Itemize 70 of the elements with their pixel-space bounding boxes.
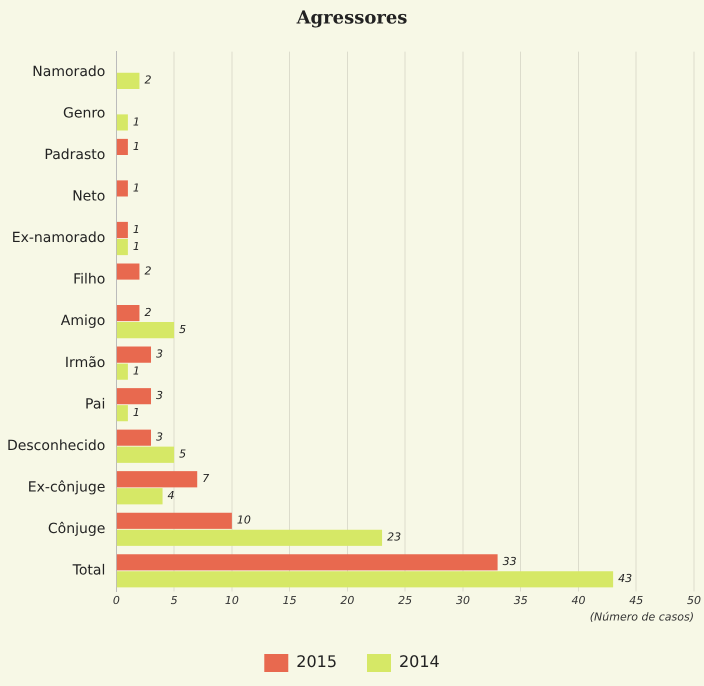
data-label: 3	[156, 347, 164, 360]
data-label: 23	[387, 530, 402, 544]
x-tick-label: 20	[340, 594, 354, 608]
bar	[116, 322, 174, 338]
bar	[116, 114, 128, 131]
data-label: 2	[144, 264, 152, 278]
bar	[116, 554, 498, 570]
data-label: 1	[132, 222, 140, 236]
bar	[116, 512, 232, 529]
data-label: 2	[144, 306, 152, 319]
data-label: 3	[156, 389, 164, 402]
legend-label: 2014	[399, 652, 440, 672]
data-label: 1	[132, 181, 140, 194]
y-tick-label: Desconhecido	[6, 438, 106, 454]
data-label: 1	[132, 115, 140, 128]
x-tick-label: 45	[629, 594, 644, 608]
data-label: 4	[168, 489, 175, 502]
y-tick-label: Filho	[73, 272, 106, 288]
data-label: 10	[236, 514, 251, 527]
bar	[116, 405, 128, 422]
y-tick-label: Cônjuge	[48, 520, 106, 537]
bar	[116, 446, 174, 463]
bar	[116, 222, 128, 238]
bar	[116, 138, 128, 156]
y-tick-label: Neto	[72, 188, 106, 205]
data-label: 1	[132, 406, 140, 420]
y-tick-label: Irmão	[64, 354, 106, 371]
bar	[116, 471, 198, 488]
x-tick-label: 25	[398, 594, 412, 608]
bar	[116, 530, 382, 546]
y-tick-label: Ex-namorado	[12, 230, 106, 246]
bar	[116, 571, 614, 588]
y-tick-label: Ex-cônjuge	[28, 479, 106, 496]
bar	[116, 388, 152, 404]
bar	[116, 263, 140, 280]
x-tick-label: 50	[687, 594, 701, 608]
y-tick-label: Total	[72, 562, 106, 578]
bar	[116, 238, 128, 256]
bar	[116, 488, 163, 504]
data-label: 33	[502, 555, 517, 568]
y-tick-label: Padrasto	[44, 147, 106, 164]
data-label: 3	[156, 430, 164, 444]
data-label: 43	[618, 572, 632, 586]
x-tick-label: 30	[456, 594, 470, 608]
data-label: 1	[132, 364, 140, 378]
x-tick-label: 5	[170, 594, 178, 608]
x-tick-label: 35	[514, 594, 528, 608]
chart-title: Agressores	[296, 7, 408, 28]
y-tick-label: Amigo	[60, 313, 106, 330]
bar	[116, 364, 128, 380]
data-label: 1	[132, 140, 140, 153]
y-tick-label: Namorado	[32, 64, 106, 80]
y-tick-label: Pai	[85, 396, 106, 412]
bar	[116, 180, 128, 197]
x-tick-label: 10	[224, 594, 239, 608]
data-label: 1	[132, 240, 140, 253]
data-label: 5	[179, 322, 186, 336]
x-tick-label: 15	[282, 594, 297, 608]
data-label: 2	[144, 74, 152, 87]
data-label: 7	[202, 472, 210, 486]
bar	[116, 430, 152, 446]
bar	[116, 72, 140, 89]
x-tick-label: 0	[112, 594, 120, 608]
y-tick-label: Genro	[62, 106, 106, 122]
x-axis-title: (Número de casos)	[590, 610, 694, 624]
x-tick-label: 40	[571, 594, 586, 608]
data-label: 5	[179, 448, 186, 461]
bar	[116, 346, 152, 363]
bar	[116, 304, 140, 322]
legend-label: 2015	[296, 652, 337, 672]
